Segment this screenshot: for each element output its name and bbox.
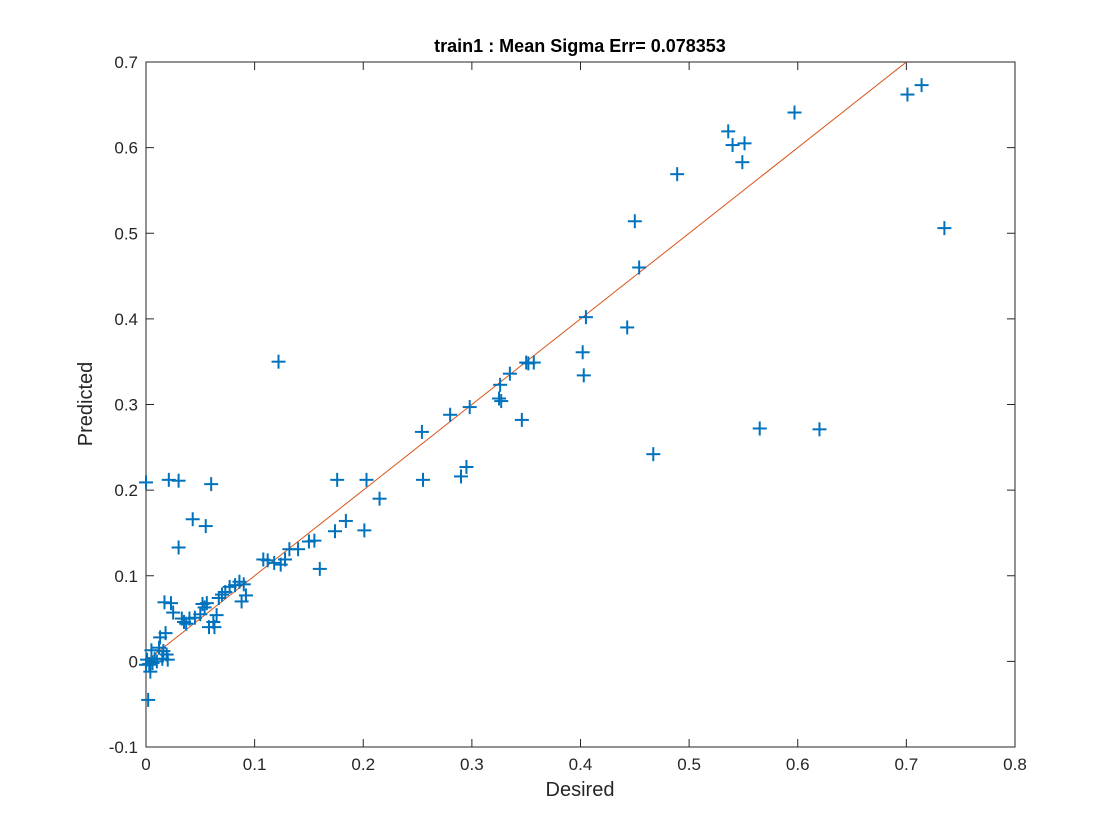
data-point	[271, 354, 286, 369]
data-point	[937, 221, 952, 236]
y-tick-label: 0.6	[114, 139, 138, 158]
data-point	[204, 477, 219, 492]
data-point	[627, 214, 642, 229]
data-point	[144, 643, 159, 658]
data-point	[143, 664, 158, 679]
data-point	[199, 596, 214, 611]
data-point	[328, 524, 343, 539]
data-point	[646, 447, 661, 462]
data-point	[330, 472, 345, 487]
x-tick-label: 0.3	[460, 755, 484, 774]
data-point	[462, 400, 477, 415]
y-tick-label: 0.1	[114, 567, 138, 586]
data-point	[160, 652, 175, 667]
data-point	[414, 424, 429, 439]
data-point	[721, 124, 736, 139]
data-point	[443, 407, 458, 422]
data-point	[914, 78, 929, 93]
data-point	[787, 105, 802, 120]
data-point	[163, 596, 178, 611]
data-point	[357, 523, 372, 538]
data-point	[156, 644, 171, 659]
data-point	[209, 608, 224, 623]
data-point	[454, 469, 469, 484]
data-point	[737, 136, 752, 151]
data-point	[620, 320, 635, 335]
data-point	[211, 591, 226, 606]
data-point	[207, 620, 222, 635]
data-point	[198, 519, 213, 534]
x-tick-label: 0.5	[677, 755, 701, 774]
data-point	[459, 460, 474, 475]
x-tick-label: 0.6	[786, 755, 810, 774]
x-tick-label: 0.8	[1003, 755, 1027, 774]
data-point	[359, 472, 374, 487]
plot-area	[145, 61, 1016, 748]
y-tick-labels: -0.1 0 0.1 0.2 0.3 0.4 0.5 0.6 0.7	[109, 53, 138, 757]
data-point	[171, 473, 186, 488]
data-point	[526, 355, 541, 370]
data-point	[670, 167, 685, 182]
y-tick-label: 0.5	[114, 224, 138, 243]
x-tick-label: 0.7	[895, 755, 919, 774]
data-point	[415, 472, 430, 487]
axis-ticks	[145, 61, 1016, 748]
data-point	[278, 552, 293, 567]
data-point	[171, 540, 186, 555]
x-tick-label: 0.1	[243, 755, 267, 774]
data-point	[185, 512, 200, 527]
data-point	[900, 87, 915, 102]
data-point	[236, 577, 251, 592]
data-point	[502, 366, 517, 381]
data-point	[493, 377, 508, 392]
data-point	[494, 394, 509, 409]
y-tick-label: 0.3	[114, 396, 138, 415]
x-tick-label: 0.2	[351, 755, 375, 774]
y-tick-label: 0.7	[114, 53, 138, 72]
chart-title: train1 : Mean Sigma Err= 0.078353	[434, 36, 726, 56]
data-point	[725, 138, 740, 153]
y-tick-label: 0.2	[114, 481, 138, 500]
data-point	[372, 491, 387, 506]
y-tick-label: -0.1	[109, 738, 138, 757]
data-point	[238, 588, 253, 603]
data-point	[215, 587, 230, 602]
data-point	[632, 260, 647, 275]
data-point	[139, 475, 153, 490]
data-point	[338, 513, 353, 528]
data-point	[812, 422, 827, 437]
data-point	[166, 605, 181, 620]
data-point	[141, 692, 156, 707]
data-point	[267, 555, 282, 570]
data-point	[492, 391, 507, 406]
data-point	[312, 561, 327, 576]
data-point	[291, 542, 306, 557]
data-point	[307, 533, 322, 548]
y-axis-label: Predicted	[75, 362, 97, 447]
data-markers	[139, 78, 952, 707]
y-tick-label: 0	[129, 652, 138, 671]
data-point	[158, 626, 173, 641]
data-point	[752, 421, 767, 436]
data-point	[514, 412, 529, 427]
data-point	[575, 345, 590, 360]
data-point	[260, 553, 275, 568]
x-axis-label: Desired	[546, 779, 615, 801]
y-tick-label: 0.4	[114, 310, 138, 329]
data-point	[735, 155, 750, 170]
data-point	[576, 368, 591, 383]
data-point	[578, 310, 593, 325]
x-tick-label: 0	[141, 755, 150, 774]
x-tick-label: 0.4	[569, 755, 593, 774]
x-tick-labels: 0 0.1 0.2 0.3 0.4 0.5 0.6 0.7 0.8	[141, 755, 1027, 774]
